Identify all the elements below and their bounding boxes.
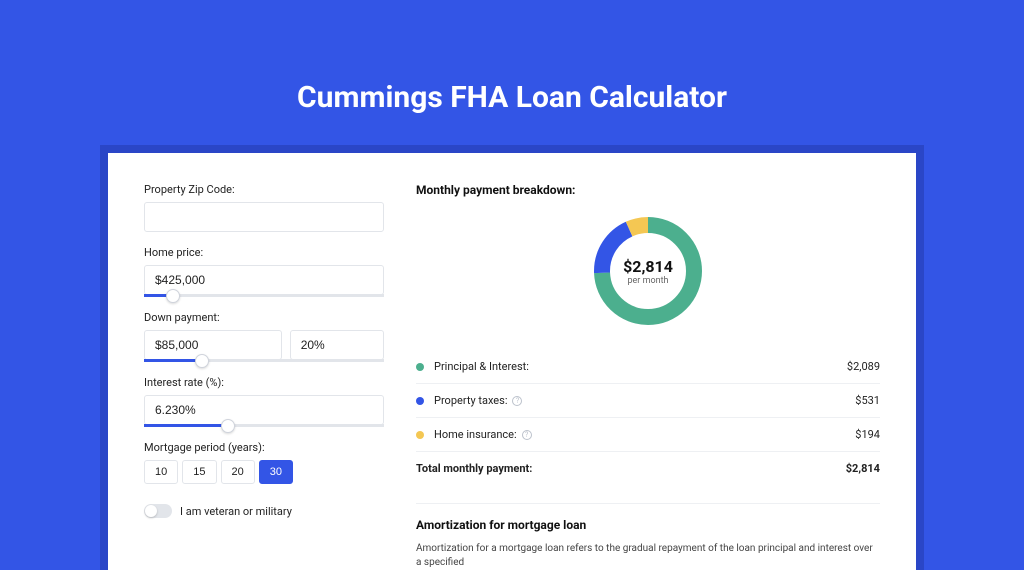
- legend-row: Principal & Interest:$2,089: [416, 349, 880, 383]
- total-label: Total monthly payment:: [416, 462, 846, 475]
- shadow-box: Property Zip Code: Home price: Down paym…: [100, 145, 924, 570]
- page-title: Cummings FHA Loan Calculator: [0, 80, 1024, 115]
- down-payment-pct-input[interactable]: [290, 330, 384, 360]
- donut-per-month: per month: [627, 276, 668, 286]
- home-price-slider[interactable]: [144, 294, 384, 297]
- legend-row: Home insurance:?$194: [416, 417, 880, 451]
- zip-input[interactable]: [144, 202, 384, 232]
- period-label: Mortgage period (years):: [144, 441, 384, 454]
- zip-label: Property Zip Code:: [144, 183, 384, 196]
- period-buttons: 10152030: [144, 460, 384, 484]
- legend-dot: [416, 363, 424, 371]
- info-icon[interactable]: ?: [522, 430, 532, 440]
- amortization-section: Amortization for mortgage loan Amortizat…: [416, 503, 880, 570]
- veteran-toggle[interactable]: [144, 504, 172, 518]
- total-value: $2,814: [846, 462, 880, 475]
- legend-label: Home insurance:?: [434, 428, 855, 441]
- legend-value: $194: [855, 428, 880, 441]
- total-row: Total monthly payment:$2,814: [416, 451, 880, 485]
- legend-value: $531: [855, 394, 880, 407]
- amortization-title: Amortization for mortgage loan: [416, 518, 880, 532]
- donut-chart: $2,814 per month: [588, 211, 708, 331]
- period-button-15[interactable]: 15: [182, 460, 216, 484]
- period-button-30[interactable]: 30: [259, 460, 293, 484]
- home-price-input[interactable]: [144, 265, 384, 295]
- down-payment-label: Down payment:: [144, 311, 384, 324]
- donut-wrap: $2,814 per month: [416, 211, 880, 331]
- card-wrap: Property Zip Code: Home price: Down paym…: [0, 145, 1024, 570]
- legend: Principal & Interest:$2,089Property taxe…: [416, 349, 880, 485]
- down-payment-amount-input[interactable]: [144, 330, 282, 360]
- period-field: Mortgage period (years): 10152030: [144, 441, 384, 484]
- amortization-text: Amortization for a mortgage loan refers …: [416, 542, 880, 570]
- legend-dot: [416, 431, 424, 439]
- veteran-row: I am veteran or military: [144, 504, 384, 518]
- interest-label: Interest rate (%):: [144, 376, 384, 389]
- slider-thumb[interactable]: [221, 419, 235, 433]
- period-button-20[interactable]: 20: [221, 460, 255, 484]
- breakdown-title: Monthly payment breakdown:: [416, 183, 880, 197]
- donut-center: $2,814 per month: [588, 211, 708, 331]
- interest-input[interactable]: [144, 395, 384, 425]
- legend-value: $2,089: [847, 360, 880, 373]
- donut-value: $2,814: [623, 257, 673, 276]
- legend-label: Principal & Interest:: [434, 360, 847, 373]
- calculator-card: Property Zip Code: Home price: Down paym…: [108, 153, 916, 570]
- slider-thumb[interactable]: [195, 354, 209, 368]
- hero: Cummings FHA Loan Calculator: [0, 0, 1024, 145]
- home-price-label: Home price:: [144, 246, 384, 259]
- period-button-10[interactable]: 10: [144, 460, 178, 484]
- down-payment-field: Down payment:: [144, 311, 384, 362]
- interest-slider[interactable]: [144, 424, 384, 427]
- zip-field: Property Zip Code:: [144, 183, 384, 232]
- info-icon[interactable]: ?: [512, 396, 522, 406]
- down-payment-slider[interactable]: [144, 359, 384, 362]
- veteran-label: I am veteran or military: [180, 505, 292, 518]
- home-price-field: Home price:: [144, 246, 384, 297]
- legend-dot: [416, 397, 424, 405]
- slider-thumb[interactable]: [166, 289, 180, 303]
- legend-label: Property taxes:?: [434, 394, 855, 407]
- legend-row: Property taxes:?$531: [416, 383, 880, 417]
- interest-field: Interest rate (%):: [144, 376, 384, 427]
